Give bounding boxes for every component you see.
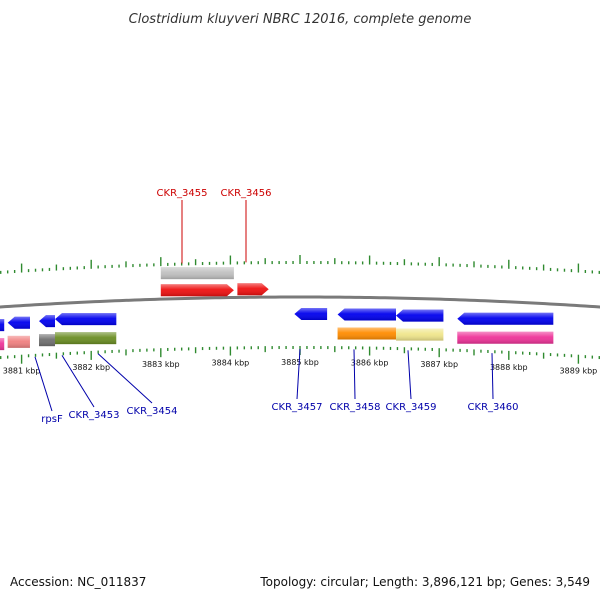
genome-backbone	[0, 295, 600, 309]
gene-ckr-3455-shading	[160, 284, 234, 297]
tick-label: 3889 kbp	[560, 367, 598, 376]
leader-ckr-3457	[296, 348, 301, 400]
label-ckr-3457: CKR_3457	[272, 402, 323, 413]
gene-ckr-3457-shading	[294, 308, 328, 320]
map-title: Clostridium kluyveri NBRC 12016, complet…	[129, 12, 472, 27]
label-ckr-3455: CKR_3455	[157, 188, 208, 199]
tick-label: 3885 kbp	[281, 358, 319, 367]
gene-features	[0, 267, 554, 351]
accession-text: Accession: NC_011837	[10, 575, 146, 589]
gene-labels: CKR_3455 CKR_3456 rpsF CKR_3453 CKR_3454 CKR_…	[34, 188, 519, 425]
leader-ckr-3454	[97, 353, 153, 404]
label-ckr-3458: CKR_3458	[330, 402, 381, 413]
label-ckr-3453: CKR_3453	[69, 410, 120, 421]
tick-label: 3882 kbp	[72, 363, 110, 372]
category-rpsf-shading	[7, 335, 30, 348]
label-ckr-3456: CKR_3456	[221, 188, 272, 199]
tick-label: 3883 kbp	[142, 360, 180, 369]
category-ckr-3453-shading	[39, 334, 56, 347]
gene-ckr-3460-shading	[457, 312, 554, 325]
category-gene-left-edge-shading	[0, 338, 5, 351]
genome-summary-text: Topology: circular; Length: 3,896,121 bp…	[259, 575, 590, 589]
leader-ckr-3460	[491, 353, 494, 400]
category-ckr-3460-shading	[457, 331, 554, 344]
label-ckr-3459: CKR_3459	[386, 402, 437, 413]
category-ckr-3455-shading	[160, 267, 234, 280]
tick-label: 3887 kbp	[420, 360, 458, 369]
tick-marks: 3881 kbp 3882 kbp 3883 kbp 3884 kbp 3885 kbp…	[0, 255, 600, 376]
label-rpsf: rpsF	[41, 414, 63, 425]
gene-ckr-3458-shading	[337, 308, 396, 321]
tick-label: 3886 kbp	[351, 359, 389, 368]
gene-ckr-3456-shading	[237, 283, 269, 296]
label-ckr-3460: CKR_3460	[468, 402, 519, 413]
leader-ckr-3453	[61, 355, 95, 408]
category-ckr-3454-shading	[55, 332, 117, 345]
category-ckr-3458-shading	[337, 327, 397, 340]
gene-rpsf-shading	[7, 316, 30, 329]
gene-ckr-3454-shading	[55, 313, 117, 326]
label-ckr-3454: CKR_3454	[127, 406, 178, 417]
leader-ckr-3458	[353, 349, 356, 400]
category-ckr-3459-shading	[396, 328, 444, 341]
tick-label: 3884 kbp	[212, 359, 250, 368]
leader-rpsf	[34, 356, 53, 412]
gene-ckr-3459-shading	[396, 309, 444, 322]
tick-label: 3881 kbp	[3, 367, 41, 376]
leader-ckr-3459	[407, 350, 412, 400]
gene-ckr-3453-shading	[39, 315, 55, 328]
tick-label: 3888 kbp	[490, 363, 528, 372]
gene-gene-left-edge-shading	[0, 319, 5, 332]
